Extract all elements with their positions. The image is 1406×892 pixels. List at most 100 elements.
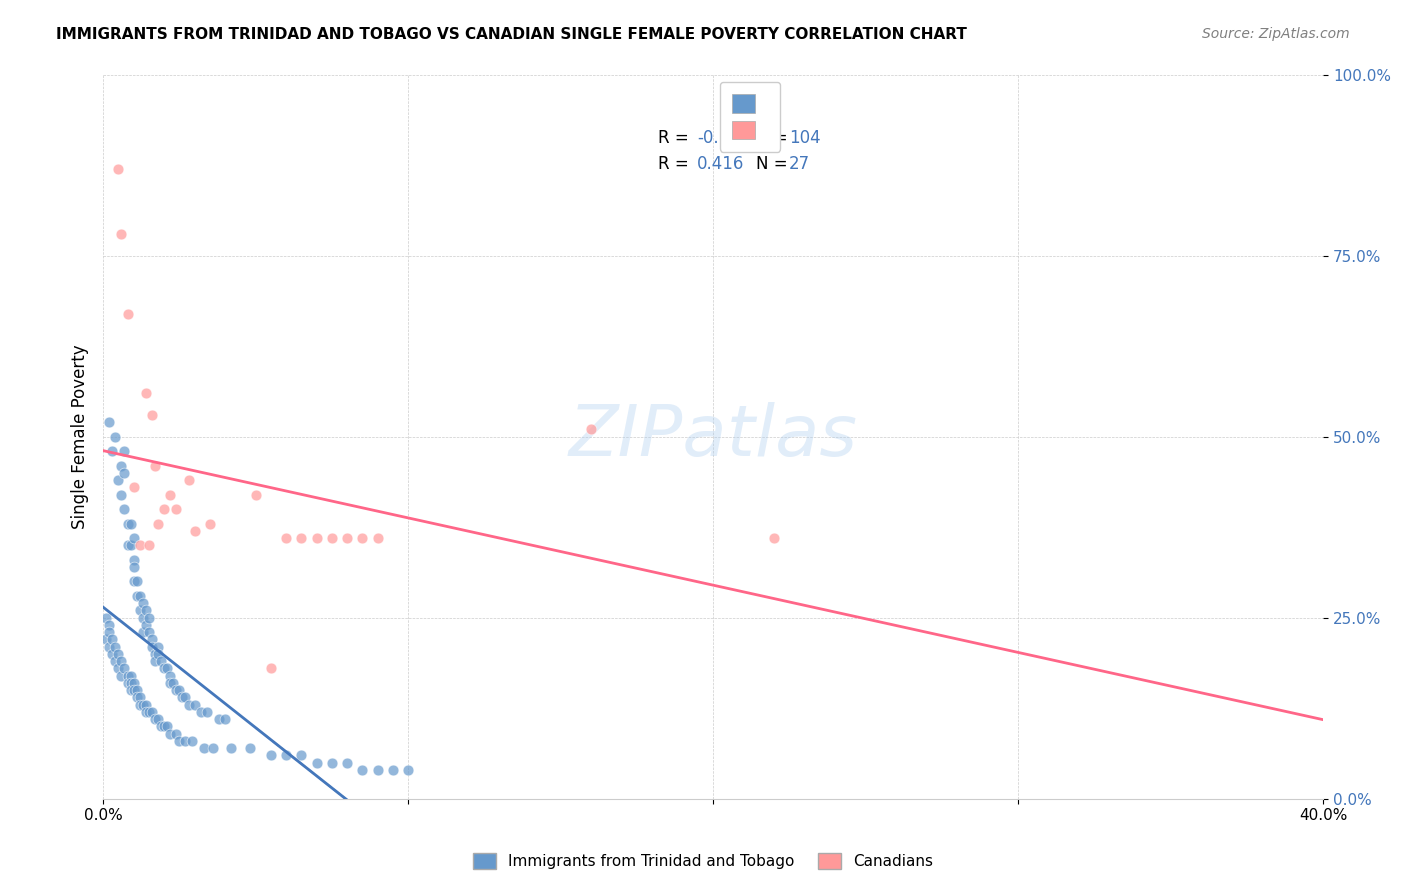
Point xyxy=(122,480,145,494)
Point xyxy=(110,654,132,668)
Point xyxy=(132,610,155,624)
Point xyxy=(104,654,127,668)
Point xyxy=(165,502,187,516)
Point xyxy=(138,705,160,719)
Point xyxy=(120,683,142,698)
Point xyxy=(214,712,236,726)
Legend: , : , xyxy=(720,82,779,152)
Text: IMMIGRANTS FROM TRINIDAD AND TOBAGO VS CANADIAN SINGLE FEMALE POVERTY CORRELATIO: IMMIGRANTS FROM TRINIDAD AND TOBAGO VS C… xyxy=(56,27,967,42)
Point xyxy=(159,668,181,682)
Point xyxy=(132,596,155,610)
Point xyxy=(367,531,389,545)
Text: -0.110: -0.110 xyxy=(697,129,751,147)
Point xyxy=(117,668,139,682)
Text: N =: N = xyxy=(756,154,793,173)
Point xyxy=(336,531,359,545)
Point xyxy=(146,712,169,726)
Point xyxy=(159,487,181,501)
Point xyxy=(110,487,132,501)
Point xyxy=(135,603,157,617)
Point xyxy=(101,444,124,458)
Point xyxy=(141,640,163,654)
Point xyxy=(132,698,155,712)
Point xyxy=(122,683,145,698)
Point xyxy=(153,502,176,516)
Point xyxy=(146,640,169,654)
Point xyxy=(110,668,132,682)
Point xyxy=(260,661,283,675)
Point xyxy=(381,763,404,777)
Point xyxy=(290,748,312,763)
Point xyxy=(122,560,145,574)
Point xyxy=(190,705,212,719)
Text: R =: R = xyxy=(658,129,695,147)
Point xyxy=(117,516,139,531)
Point xyxy=(321,756,343,770)
Point xyxy=(336,756,359,770)
Point xyxy=(96,610,118,624)
Point xyxy=(153,719,176,733)
Point xyxy=(143,712,166,726)
Point xyxy=(201,741,224,756)
Text: R =: R = xyxy=(658,154,695,173)
Point xyxy=(117,676,139,690)
Point xyxy=(245,487,267,501)
Point xyxy=(169,734,191,748)
Point xyxy=(180,734,202,748)
Point xyxy=(763,531,786,545)
Point xyxy=(143,647,166,661)
Point xyxy=(159,676,181,690)
Point xyxy=(122,553,145,567)
Point xyxy=(104,640,127,654)
Point xyxy=(141,705,163,719)
Point xyxy=(174,690,197,705)
Point xyxy=(260,748,283,763)
Point xyxy=(128,690,150,705)
Text: 27: 27 xyxy=(789,154,810,173)
Point xyxy=(120,676,142,690)
Point xyxy=(110,227,132,241)
Text: 0.416: 0.416 xyxy=(697,154,745,173)
Point xyxy=(96,632,118,647)
Point xyxy=(125,574,148,589)
Point xyxy=(135,386,157,401)
Point xyxy=(290,531,312,545)
Point xyxy=(208,712,231,726)
Point xyxy=(156,719,179,733)
Point xyxy=(98,618,121,632)
Point xyxy=(107,661,129,675)
Point xyxy=(107,647,129,661)
Point xyxy=(321,531,343,545)
Point xyxy=(107,161,129,176)
Point xyxy=(276,531,298,545)
Point xyxy=(193,741,215,756)
Point xyxy=(162,676,184,690)
Point xyxy=(138,538,160,552)
Point xyxy=(183,524,205,538)
Point xyxy=(122,574,145,589)
Point xyxy=(146,647,169,661)
Point xyxy=(125,589,148,603)
Point xyxy=(117,538,139,552)
Point xyxy=(153,661,176,675)
Point xyxy=(135,705,157,719)
Point xyxy=(107,473,129,487)
Point xyxy=(114,466,136,480)
Point xyxy=(141,408,163,422)
Point xyxy=(396,763,419,777)
Point xyxy=(367,763,389,777)
Point xyxy=(174,734,197,748)
Point xyxy=(114,502,136,516)
Point xyxy=(104,430,127,444)
Point xyxy=(132,625,155,640)
Point xyxy=(195,705,218,719)
Point xyxy=(138,625,160,640)
Point xyxy=(169,683,191,698)
Point xyxy=(579,422,602,436)
Point xyxy=(98,625,121,640)
Point xyxy=(128,603,150,617)
Point xyxy=(352,763,374,777)
Point xyxy=(138,610,160,624)
Point xyxy=(305,756,328,770)
Point xyxy=(172,690,194,705)
